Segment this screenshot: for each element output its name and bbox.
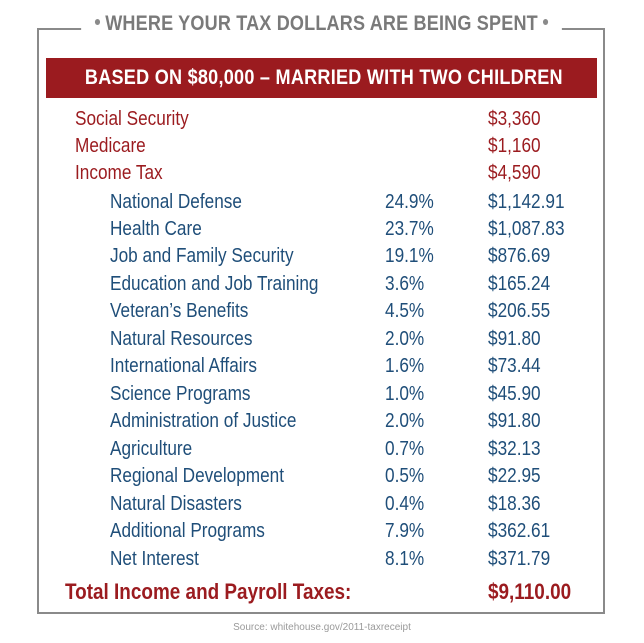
sub-row-pct: 2.0% [385,328,425,350]
sub-row-pct: 0.5% [385,465,425,487]
main-row-amount: $4,590 [488,162,541,184]
sub-row-label: National Defense [110,191,242,213]
sub-row-label: Additional Programs [110,520,265,542]
total-row: Total Income and Payroll Taxes: $9,110.0… [0,578,644,608]
sub-row-label: Agriculture [110,438,193,460]
sub-row-amount: $18.36 [488,493,541,515]
sub-row-pct: 7.9% [385,520,425,542]
sub-row-pct: 2.0% [385,410,425,432]
list-item-sub: International Affairs 1.6% $73.44 [0,353,644,380]
list-item-sub: Administration of Justice 2.0% $91.80 [0,408,644,435]
sub-row-amount: $73.44 [488,355,541,377]
list-item-sub: Additional Programs 7.9% $362.61 [0,518,644,545]
sub-row-amount: $22.95 [488,465,541,487]
sub-row-amount: $91.80 [488,410,541,432]
total-label: Total Income and Payroll Taxes: [65,579,352,604]
main-row-label: Income Tax [75,162,163,184]
bullet-dot-left [95,19,101,26]
main-row-amount: $3,360 [488,108,541,130]
sub-row-amount: $206.55 [488,300,551,322]
sub-row-label: Administration of Justice [110,410,297,432]
list-item-main: Medicare $1,160 [0,133,644,160]
source-caption: Source: whitehouse.gov/2011-taxreceipt [0,622,644,633]
list-item-sub: Agriculture 0.7% $32.13 [0,436,644,463]
list-item-sub: Health Care 23.7% $1,087.83 [0,216,644,243]
sub-row-pct: 19.1% [385,245,434,267]
list-item-main: Social Security $3,360 [0,106,644,133]
list-item-sub: National Defense 24.9% $1,142.91 [0,189,644,216]
list-item-sub: Natural Resources 2.0% $91.80 [0,326,644,353]
sub-row-amount: $165.24 [488,273,551,295]
bullet-dot-right [543,19,549,26]
sub-row-pct: 23.7% [385,218,434,240]
list-item-sub: Science Programs 1.0% $45.90 [0,381,644,408]
title-wrap: WHERE YOUR TAX DOLLARS ARE BEING SPENT [0,12,644,36]
list-item-sub: Natural Disasters 0.4% $18.36 [0,491,644,518]
sub-row-label: Regional Development [110,465,285,487]
sub-row-amount: $1,142.91 [488,191,565,213]
main-row-label: Medicare [75,135,146,157]
list-item-sub: Regional Development 0.5% $22.95 [0,463,644,490]
list-item-sub: Veteran’s Benefits 4.5% $206.55 [0,298,644,325]
list-item-main: Income Tax $4,590 [0,160,644,187]
sub-row-label: Veteran’s Benefits [110,300,249,322]
main-row-label: Social Security [75,108,189,130]
sub-row-pct: 0.4% [385,493,425,515]
subtitle-banner: BASED ON $80,000 – MARRIED WITH TWO CHIL… [46,58,597,98]
sub-row-amount: $371.79 [488,548,551,570]
sub-row-label: International Affairs [110,355,257,377]
list-item-sub: Education and Job Training 3.6% $165.24 [0,271,644,298]
sub-row-pct: 0.7% [385,438,425,460]
sub-row-pct: 1.6% [385,355,425,377]
sub-row-label: Health Care [110,218,202,240]
subtitle-banner-text: BASED ON $80,000 – MARRIED WITH TWO CHIL… [84,66,563,89]
sub-row-pct: 8.1% [385,548,425,570]
sub-row-amount: $876.69 [488,245,551,267]
sub-row-label: Natural Disasters [110,493,242,515]
sub-row-label: Science Programs [110,383,251,405]
sub-row-amount: $91.80 [488,328,541,350]
sub-row-amount: $32.13 [488,438,541,460]
list-item-sub: Net Interest 8.1% $371.79 [0,546,644,573]
sub-row-pct: 1.0% [385,383,425,405]
list-item-sub: Job and Family Security 19.1% $876.69 [0,243,644,270]
sub-row-pct: 4.5% [385,300,425,322]
sub-row-amount: $362.61 [488,520,551,542]
sub-row-label: Job and Family Security [110,245,294,267]
page-title-text: WHERE YOUR TAX DOLLARS ARE BEING SPENT [105,12,539,35]
sub-row-label: Natural Resources [110,328,253,350]
sub-row-amount: $1,087.83 [488,218,565,240]
sub-row-label: Education and Job Training [110,273,319,295]
sub-row-pct: 24.9% [385,191,434,213]
total-amount: $9,110.00 [488,579,572,604]
sub-row-amount: $45.90 [488,383,541,405]
page-title: WHERE YOUR TAX DOLLARS ARE BEING SPENT [81,12,563,36]
source-text: Source: whitehouse.gov/2011-taxreceipt [227,622,417,633]
sub-row-label: Net Interest [110,548,199,570]
sub-row-pct: 3.6% [385,273,425,295]
main-row-amount: $1,160 [488,135,541,157]
